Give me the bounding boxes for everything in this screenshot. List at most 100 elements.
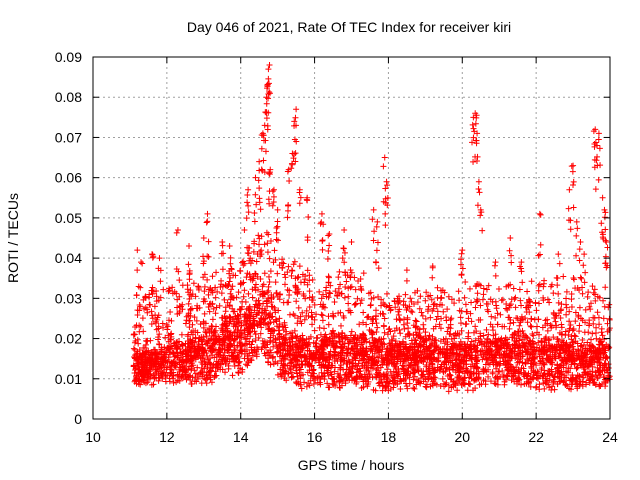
- data-point: [312, 376, 319, 383]
- data-point: [235, 289, 242, 296]
- data-point: [415, 378, 422, 385]
- data-point: [456, 297, 463, 304]
- data-point: [411, 385, 418, 392]
- data-point: [378, 376, 385, 383]
- data-point: [348, 239, 355, 246]
- data-point: [412, 337, 419, 344]
- data-point: [345, 300, 352, 307]
- data-point: [160, 286, 167, 293]
- data-point: [198, 336, 205, 343]
- data-point: [380, 323, 387, 330]
- data-point: [372, 258, 379, 265]
- data-point: [331, 352, 338, 359]
- data-point: [217, 352, 224, 359]
- data-point: [404, 371, 411, 378]
- data-point: [307, 350, 314, 357]
- data-point: [281, 322, 288, 329]
- data-point: [343, 278, 350, 285]
- data-point: [134, 267, 141, 274]
- data-point: [229, 372, 236, 379]
- data-point: [376, 336, 383, 343]
- data-point: [506, 302, 513, 309]
- data-point: [357, 283, 364, 290]
- data-point: [606, 326, 613, 333]
- data-point: [500, 372, 507, 379]
- data-point: [337, 309, 344, 316]
- data-point: [497, 360, 504, 367]
- data-point: [311, 301, 318, 308]
- data-point: [205, 291, 212, 298]
- data-point: [175, 268, 182, 275]
- data-point: [573, 232, 580, 239]
- data-point: [383, 290, 390, 297]
- data-point: [497, 311, 504, 318]
- data-point: [368, 295, 375, 302]
- data-point: [205, 303, 212, 310]
- data-point: [375, 265, 382, 272]
- data-point: [600, 350, 607, 357]
- data-point: [252, 191, 259, 198]
- data-point: [214, 288, 221, 295]
- data-point: [284, 269, 291, 276]
- data-point: [243, 274, 250, 281]
- data-point: [508, 252, 515, 259]
- data-point: [251, 209, 258, 216]
- data-point: [567, 226, 574, 233]
- data-point: [388, 353, 395, 360]
- data-point: [277, 349, 284, 356]
- data-point: [577, 239, 584, 246]
- data-point: [457, 256, 464, 263]
- data-point: [340, 245, 347, 252]
- data-point: [585, 289, 592, 296]
- data-point: [570, 204, 577, 211]
- data-point: [309, 276, 316, 283]
- data-point: [137, 284, 144, 291]
- data-point: [226, 352, 233, 359]
- data-point: [426, 359, 433, 366]
- data-point: [579, 284, 586, 291]
- data-point: [324, 380, 331, 387]
- data-point: [374, 218, 381, 225]
- data-point: [499, 323, 506, 330]
- data-point: [358, 362, 365, 369]
- data-point: [146, 301, 153, 308]
- data-point: [380, 163, 387, 170]
- data-point: [473, 328, 480, 335]
- data-point: [586, 377, 593, 384]
- data-point: [370, 206, 377, 213]
- data-point: [192, 293, 199, 300]
- data-point: [536, 353, 543, 360]
- data-point: [245, 244, 252, 251]
- data-point: [429, 363, 436, 370]
- data-point: [500, 351, 507, 358]
- data-point: [463, 352, 470, 359]
- data-point: [167, 308, 174, 315]
- data-point: [426, 332, 433, 339]
- data-point: [486, 351, 493, 358]
- data-point: [563, 301, 570, 308]
- data-point: [485, 282, 492, 289]
- data-point: [491, 353, 498, 360]
- data-point: [528, 323, 535, 330]
- data-point: [381, 356, 388, 363]
- data-point: [401, 377, 408, 384]
- data-point: [286, 177, 293, 184]
- data-point: [541, 385, 548, 392]
- data-point: [274, 218, 281, 225]
- data-point: [426, 355, 433, 362]
- data-point: [155, 265, 162, 272]
- data-point: [136, 347, 143, 354]
- data-point: [417, 293, 424, 300]
- data-point: [525, 339, 532, 346]
- data-point: [293, 367, 300, 374]
- data-point: [149, 364, 156, 371]
- data-point: [299, 361, 306, 368]
- data-point: [477, 338, 484, 345]
- data-point: [444, 346, 451, 353]
- data-point: [139, 315, 146, 322]
- data-point: [578, 342, 585, 349]
- data-point: [440, 350, 447, 357]
- data-point: [485, 373, 492, 380]
- data-point: [591, 143, 598, 150]
- data-point: [360, 319, 367, 326]
